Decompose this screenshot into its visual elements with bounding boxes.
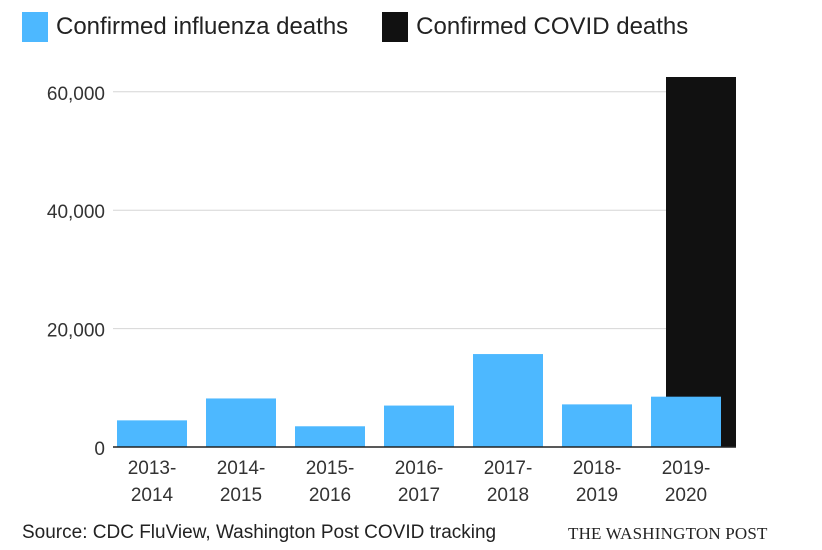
x-tick-label-4: 2017-2018 — [484, 458, 533, 506]
legend-item-influenza: Confirmed influenza deaths — [22, 12, 348, 42]
legend-swatch-covid — [382, 12, 409, 42]
chart-legend: Confirmed influenza deaths Confirmed COV… — [22, 12, 722, 42]
x-tick-label-3: 2016-2017 — [395, 458, 444, 506]
y-tick-label-1: 20,000 — [47, 321, 105, 342]
x-tick-label-6: 2019-2020 — [662, 458, 711, 506]
source-note: Source: CDC FluView, Washington Post COV… — [22, 522, 497, 543]
bar-influenza-5 — [562, 404, 632, 447]
y-tick-label-0: 0 — [94, 439, 105, 460]
x-tick-label-2: 2015-2016 — [306, 458, 355, 506]
bar-influenza-2 — [295, 426, 365, 447]
x-tick-label-5: 2018-2019 — [573, 458, 622, 506]
bar-chart: 0 20,000 40,000 60,000 2013-2014 2014-2015 201… — [47, 77, 736, 506]
bar-influenza-0 — [117, 420, 187, 447]
publisher-credit: THE WASHINGTON POST — [568, 524, 768, 543]
legend-item-covid: Confirmed COVID deaths — [382, 12, 688, 42]
legend-label-covid: Confirmed COVID deaths — [416, 13, 689, 40]
bar-covid-6 — [666, 77, 736, 447]
bar-influenza-1 — [206, 398, 276, 447]
y-tick-label-3: 60,000 — [47, 84, 105, 105]
legend-label-influenza: Confirmed influenza deaths — [56, 13, 349, 40]
x-tick-label-0: 2013-2014 — [128, 458, 177, 506]
bar-influenza-6 — [651, 396, 721, 447]
x-tick-label-1: 2014-2015 — [217, 458, 266, 506]
legend-swatch-influenza — [22, 12, 48, 42]
bar-influenza-4 — [473, 354, 543, 447]
bar-influenza-3 — [384, 405, 454, 447]
y-tick-label-2: 40,000 — [47, 202, 105, 223]
